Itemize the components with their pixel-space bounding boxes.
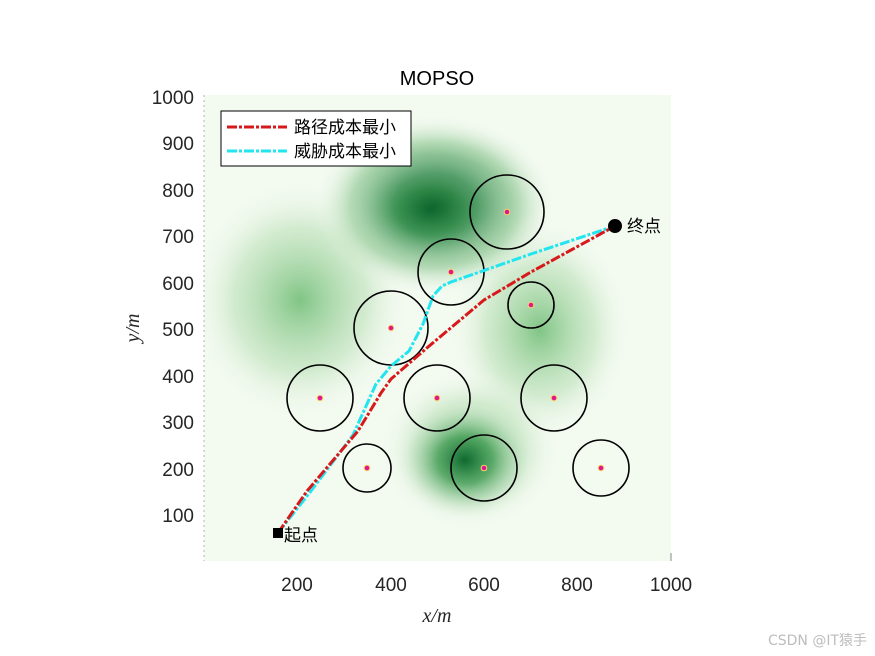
threat-circle <box>342 443 392 493</box>
y-tick: 900 <box>162 134 194 155</box>
watermark: CSDN @IT猿手 <box>767 633 867 649</box>
x-axis-label: x/m <box>422 605 452 627</box>
y-tick: 200 <box>162 460 194 481</box>
x-tick: 400 <box>375 575 407 596</box>
threat-center-dot <box>447 268 455 276</box>
threat-circle <box>507 281 555 329</box>
legend-label-threat-cost: 威胁成本最小 <box>294 142 396 162</box>
threat-center-dot <box>480 464 488 472</box>
start-label: 起点 <box>284 526 318 546</box>
y-tick: 700 <box>162 227 194 248</box>
threat-circle <box>403 364 471 432</box>
end-marker <box>608 219 622 233</box>
threat-center-dot <box>527 301 535 309</box>
y-tick-labels: 100 200 300 400 500 600 700 800 900 1000 <box>152 88 194 527</box>
threat-circle <box>520 364 588 432</box>
threat-center-dot <box>316 394 324 402</box>
y-tick: 600 <box>162 274 194 295</box>
x-tick-labels: 200 400 600 800 1000 <box>281 575 692 596</box>
threat-circle <box>469 174 545 250</box>
chart-title: MOPSO <box>400 68 474 90</box>
y-tick: 100 <box>162 506 194 527</box>
legend: 路径成本最小 威胁成本最小 <box>220 110 412 167</box>
x-tick: 800 <box>561 575 593 596</box>
start-marker <box>273 528 283 538</box>
threat-center-dot <box>597 464 605 472</box>
threat-center-dot <box>363 464 371 472</box>
threat-circle <box>450 434 518 502</box>
y-tick: 500 <box>162 320 194 341</box>
x-tick: 200 <box>281 575 313 596</box>
y-tick: 800 <box>162 181 194 202</box>
threat-center-dot <box>433 394 441 402</box>
threat-circle <box>286 364 354 432</box>
threat-centers <box>316 208 605 472</box>
legend-label-path-cost: 路径成本最小 <box>294 118 396 138</box>
y-tick: 400 <box>162 367 194 388</box>
threat-circles <box>286 174 630 502</box>
threat-circle <box>572 439 630 497</box>
path-cost-path <box>276 224 616 534</box>
end-label: 终点 <box>627 217 661 237</box>
x-tick: 1000 <box>650 575 692 596</box>
threat-center-dot <box>503 208 511 216</box>
threat-center-dot <box>550 394 558 402</box>
y-axis-label: y/m <box>122 314 144 345</box>
y-tick: 1000 <box>152 88 194 109</box>
threat-center-dot <box>387 324 395 332</box>
y-tick: 300 <box>162 413 194 434</box>
threat-circle <box>353 290 429 366</box>
x-tick: 600 <box>468 575 500 596</box>
